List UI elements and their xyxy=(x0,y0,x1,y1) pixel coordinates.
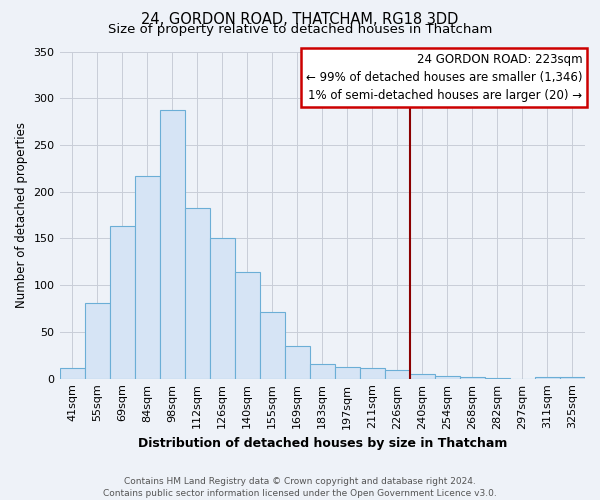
Bar xyxy=(85,303,110,378)
Bar xyxy=(360,368,385,378)
Text: Contains HM Land Registry data © Crown copyright and database right 2024.
Contai: Contains HM Land Registry data © Crown c… xyxy=(103,476,497,498)
Bar xyxy=(134,176,160,378)
Bar xyxy=(260,312,285,378)
Bar xyxy=(185,208,209,378)
Bar xyxy=(435,376,460,378)
Bar xyxy=(209,238,235,378)
Bar xyxy=(59,368,85,378)
Bar xyxy=(110,226,134,378)
Bar xyxy=(385,370,410,378)
X-axis label: Distribution of detached houses by size in Thatcham: Distribution of detached houses by size … xyxy=(137,437,507,450)
Bar xyxy=(285,346,310,378)
Bar xyxy=(410,374,435,378)
Bar xyxy=(335,368,360,378)
Bar xyxy=(235,272,260,378)
Bar xyxy=(535,377,560,378)
Text: Size of property relative to detached houses in Thatcham: Size of property relative to detached ho… xyxy=(108,22,492,36)
Text: 24 GORDON ROAD: 223sqm
← 99% of detached houses are smaller (1,346)
1% of semi-d: 24 GORDON ROAD: 223sqm ← 99% of detached… xyxy=(306,53,583,102)
Text: 24, GORDON ROAD, THATCHAM, RG18 3DD: 24, GORDON ROAD, THATCHAM, RG18 3DD xyxy=(142,12,458,28)
Bar xyxy=(560,377,585,378)
Y-axis label: Number of detached properties: Number of detached properties xyxy=(15,122,28,308)
Bar xyxy=(460,377,485,378)
Bar xyxy=(310,364,335,378)
Bar xyxy=(160,110,185,378)
